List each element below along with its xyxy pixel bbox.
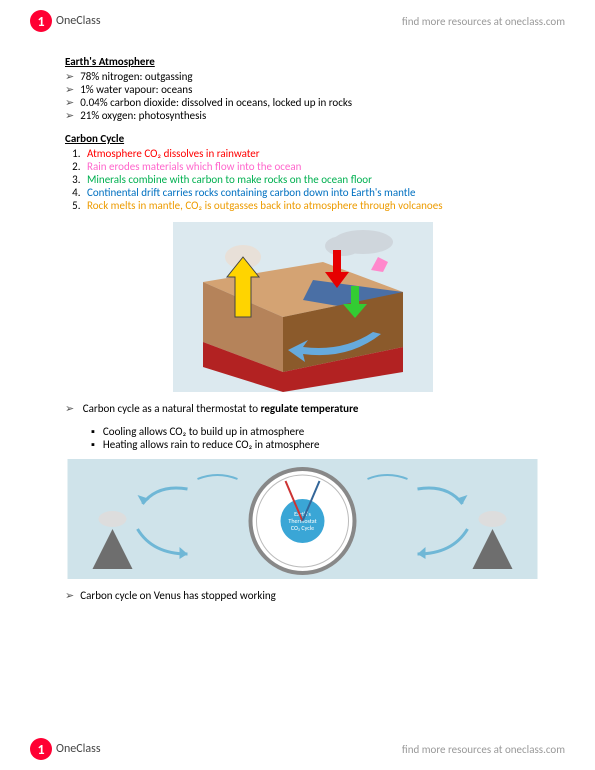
dial-label: CO₂ Cycle bbox=[291, 524, 314, 532]
smoke-icon bbox=[479, 511, 507, 527]
bold-text: regulate temperature bbox=[261, 402, 359, 415]
list-item: Atmosphere CO₂ dissolves in rainwater bbox=[83, 147, 540, 160]
list-item: Carbon cycle on Venus has stopped workin… bbox=[79, 589, 540, 602]
list-item: 0.04% carbon dioxide: dissolved in ocean… bbox=[79, 96, 540, 109]
logo-badge-icon: 1 bbox=[30, 10, 52, 32]
list-item: Rain erodes materials which flow into th… bbox=[83, 160, 540, 173]
list-item: Heating allows rain to reduce CO₂ in atm… bbox=[105, 438, 540, 451]
cloud-icon bbox=[325, 236, 361, 256]
colored-text: Rain erodes materials which flow into th… bbox=[87, 160, 301, 173]
footer-tagline: find more resources at oneclass.com bbox=[402, 743, 565, 756]
section-title-atmosphere: Earth's Atmosphere bbox=[65, 55, 540, 68]
thermostat-dial-diagram: Earth's Thermostat CO₂ Cycle bbox=[65, 459, 540, 579]
carbon-cycle-list: Atmosphere CO₂ dissolves in rainwater Ra… bbox=[65, 147, 540, 212]
brand-name: OneClass bbox=[56, 14, 101, 28]
colored-text: Atmosphere CO₂ dissolves in rainwater bbox=[87, 147, 260, 160]
atmosphere-list: 78% nitrogen: outgassing 1% water vapour… bbox=[65, 70, 540, 122]
thermostat-intro-list: Carbon cycle as a natural thermostat to … bbox=[65, 402, 540, 415]
list-item: 78% nitrogen: outgassing bbox=[79, 70, 540, 83]
diagram-svg bbox=[173, 222, 433, 392]
logo-badge-icon: 1 bbox=[30, 738, 52, 760]
thermostat-sub-list: Cooling allows CO₂ to build up in atmosp… bbox=[65, 425, 540, 451]
text: Carbon cycle as a natural thermostat to bbox=[83, 402, 261, 415]
list-item: Continental drift carries rocks containi… bbox=[83, 186, 540, 199]
list-item: Cooling allows CO₂ to build up in atmosp… bbox=[105, 425, 540, 438]
header-tagline: find more resources at oneclass.com bbox=[402, 15, 565, 28]
colored-text: Rock melts in mantle, CO₂ is outgasses b… bbox=[87, 199, 443, 212]
list-item: 21% oxygen: photosynthesis bbox=[79, 109, 540, 122]
brand-logo: 1 OneClass bbox=[30, 10, 101, 32]
list-item: 1% water vapour: oceans bbox=[79, 83, 540, 96]
list-item: Minerals combine with carbon to make roc… bbox=[83, 173, 540, 186]
colored-text: Minerals combine with carbon to make roc… bbox=[87, 173, 372, 186]
diagram-svg: Earth's Thermostat CO₂ Cycle bbox=[65, 459, 540, 579]
carbon-cycle-block-diagram bbox=[173, 222, 433, 392]
page-header: 1 OneClass find more resources at onecla… bbox=[0, 0, 595, 42]
section-title-carbon-cycle: Carbon Cycle bbox=[65, 132, 540, 145]
brand-name: OneClass bbox=[56, 742, 101, 756]
smoke-icon bbox=[99, 511, 127, 527]
document-body: Earth's Atmosphere 78% nitrogen: outgass… bbox=[65, 55, 540, 612]
brand-logo: 1 OneClass bbox=[30, 738, 101, 760]
page-footer: 1 OneClass find more resources at onecla… bbox=[0, 728, 595, 770]
list-item: Rock melts in mantle, CO₂ is outgasses b… bbox=[83, 199, 540, 212]
venus-list: Carbon cycle on Venus has stopped workin… bbox=[65, 589, 540, 602]
colored-text: Continental drift carries rocks containi… bbox=[87, 186, 415, 199]
list-item: Carbon cycle as a natural thermostat to … bbox=[79, 402, 540, 415]
